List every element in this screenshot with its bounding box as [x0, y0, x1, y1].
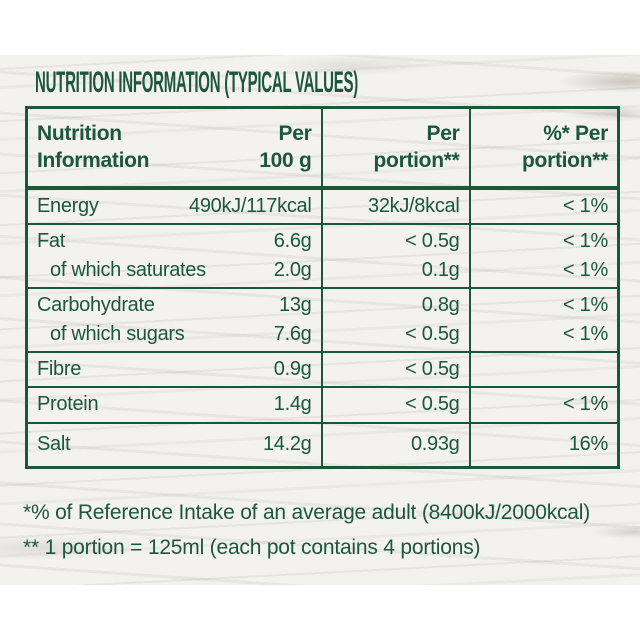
pct-cell: < 1% [468, 385, 620, 424]
per-portion-value: 0.8g [421, 293, 460, 316]
footnote-portion-size: ** 1 portion = 125ml (each pot contains … [23, 536, 481, 559]
per-portion-value: 32kJ/8kcal [368, 194, 460, 217]
per-portion-cell: 32kJ/8kcal [320, 186, 471, 225]
table-row-salt: Salt 14.2g 0.93g 16% [25, 421, 620, 469]
per-100g-value: 490kJ/117kcal [189, 194, 312, 217]
nutrient-name: Fat [37, 229, 65, 252]
per-portion-value: < 0.5g [405, 322, 460, 345]
nutrient-cell: Salt 14.2g [25, 421, 323, 469]
header-nutrition-information: Nutrition Information [37, 122, 150, 173]
table-row-energy: Energy 490kJ/117kcal 32kJ/8kcal < 1% [25, 186, 620, 225]
nutrient-name: Salt [37, 433, 71, 456]
pct-value: < 1% [563, 393, 608, 415]
per-portion-cell: < 0.5g 0.1g [320, 222, 471, 289]
nutrition-table: Nutrition Information Per 100 g Per port… [25, 106, 620, 469]
nutrient-name: Protein [37, 393, 99, 415]
pct-cell: < 1% [468, 186, 620, 225]
table-header-row: Nutrition Information Per 100 g Per port… [25, 106, 620, 190]
pct-cell: < 1% < 1% [468, 286, 620, 353]
table-row-fibre: Fibre 0.9g < 0.5g [25, 350, 620, 388]
footnote-reference-intake: *% of Reference Intake of an average adu… [23, 501, 591, 524]
per-100g-value: 14.2g [262, 433, 312, 456]
nutrient-name: Carbohydrate [37, 293, 155, 316]
per-portion-cell: < 0.5g [320, 385, 471, 424]
label-background: NUTRITION INFORMATION (TYPICAL VALUES) N… [0, 55, 640, 585]
nutrient-name: Energy [37, 194, 99, 217]
pct-cell-empty [468, 350, 620, 388]
nutrient-subname: of which saturates [50, 258, 206, 281]
pct-value: < 1% [563, 258, 608, 281]
per-portion-value: < 0.5g [405, 357, 460, 380]
header-nutrient-cell: Nutrition Information Per 100 g [25, 106, 323, 190]
per-portion-cell: 0.93g [320, 421, 471, 469]
nutrient-subname: of which sugars [50, 322, 185, 345]
nutrient-cell: Fibre 0.9g [25, 350, 323, 388]
header-per-100g: Per 100 g [259, 122, 312, 173]
per-portion-value: 0.93g [410, 433, 460, 456]
table-row-fat: Fat 6.6g of which saturates 2.0g < 0.5g … [25, 222, 620, 289]
per-portion-value: 0.1g [421, 258, 460, 281]
header-pct-per-portion: %* Per portion** [522, 122, 608, 173]
header-per-portion: Per portion** [373, 122, 460, 173]
per-portion-value: < 0.5g [405, 393, 460, 415]
nutrient-cell: Protein 1.4g [25, 385, 323, 424]
per-portion-cell: 0.8g < 0.5g [320, 286, 471, 353]
per-100g-value: 7.6g [273, 322, 312, 345]
table-row-protein: Protein 1.4g < 0.5g < 1% [25, 385, 620, 424]
per-100g-value: 13g [279, 293, 312, 316]
nutrient-name: Fibre [37, 357, 82, 380]
per-portion-value: < 0.5g [405, 229, 460, 252]
nutrient-cell: Energy 490kJ/117kcal [25, 186, 323, 225]
nutrient-cell: Carbohydrate 13g of which sugars 7.6g [25, 286, 323, 353]
pct-value: < 1% [563, 229, 608, 252]
per-100g-value: 6.6g [273, 229, 312, 252]
pct-cell: 16% [468, 421, 620, 469]
pct-value: < 1% [563, 194, 608, 217]
pct-value: 16% [568, 433, 608, 456]
nutrient-cell: Fat 6.6g of which saturates 2.0g [25, 222, 323, 289]
header-per-portion-cell: Per portion** [320, 106, 471, 190]
pct-value: < 1% [563, 293, 608, 316]
per-100g-value: 0.9g [273, 357, 312, 380]
pct-value: < 1% [563, 322, 608, 345]
per-portion-cell: < 0.5g [320, 350, 471, 388]
per-100g-value: 2.0g [273, 258, 312, 281]
page-title: NUTRITION INFORMATION (TYPICAL VALUES) [35, 66, 358, 99]
per-100g-value: 1.4g [273, 393, 312, 415]
pct-cell: < 1% < 1% [468, 222, 620, 289]
header-pct-per-portion-cell: %* Per portion** [468, 106, 620, 190]
table-row-carbohydrate: Carbohydrate 13g of which sugars 7.6g 0.… [25, 286, 620, 353]
